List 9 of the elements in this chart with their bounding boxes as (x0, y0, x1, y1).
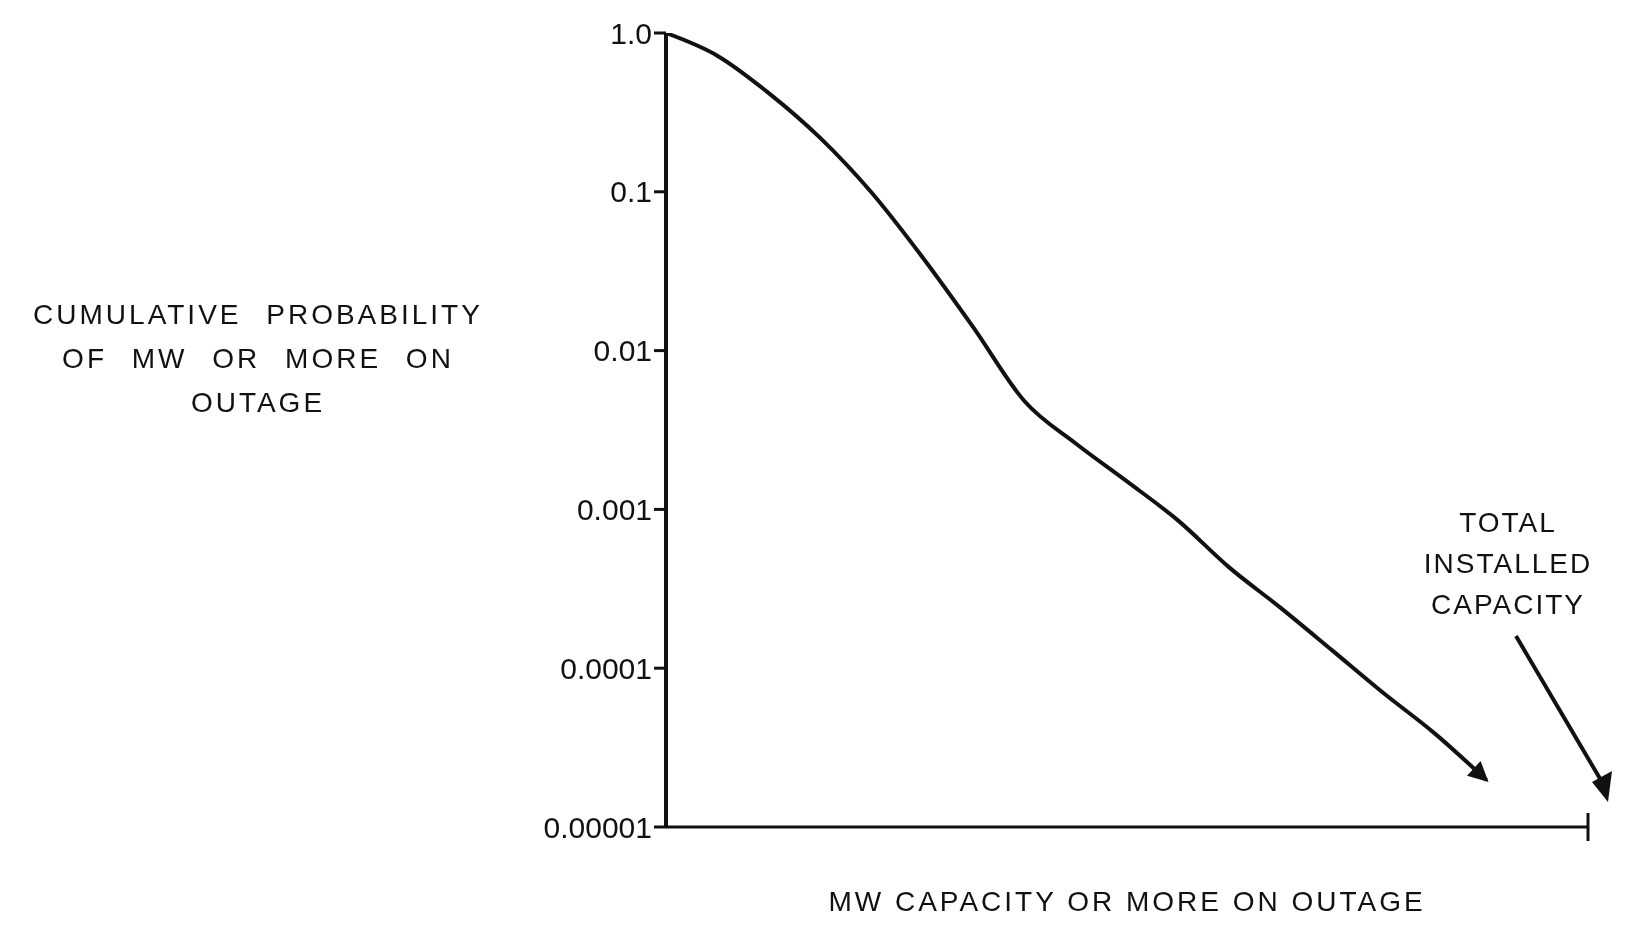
x-axis-title: MW CAPACITY OR MORE ON OUTAGE (827, 886, 1427, 918)
y-tick-label: 0.001 (576, 493, 652, 527)
annotation: TOTAL INSTALLED CAPACITY (1423, 507, 1593, 620)
y-tick-label: 0.01 (593, 334, 652, 368)
y-axis-title: CUMULATIVE PROBABILITY OF MW OR MORE ON OUTAGE (32, 298, 484, 420)
y-tick-label: 0.0001 (560, 651, 652, 685)
y-tick-label: 1.0 (610, 16, 652, 50)
y-tick-label: 0.1 (610, 175, 652, 209)
y-tick-label: 0.00001 (543, 810, 652, 844)
